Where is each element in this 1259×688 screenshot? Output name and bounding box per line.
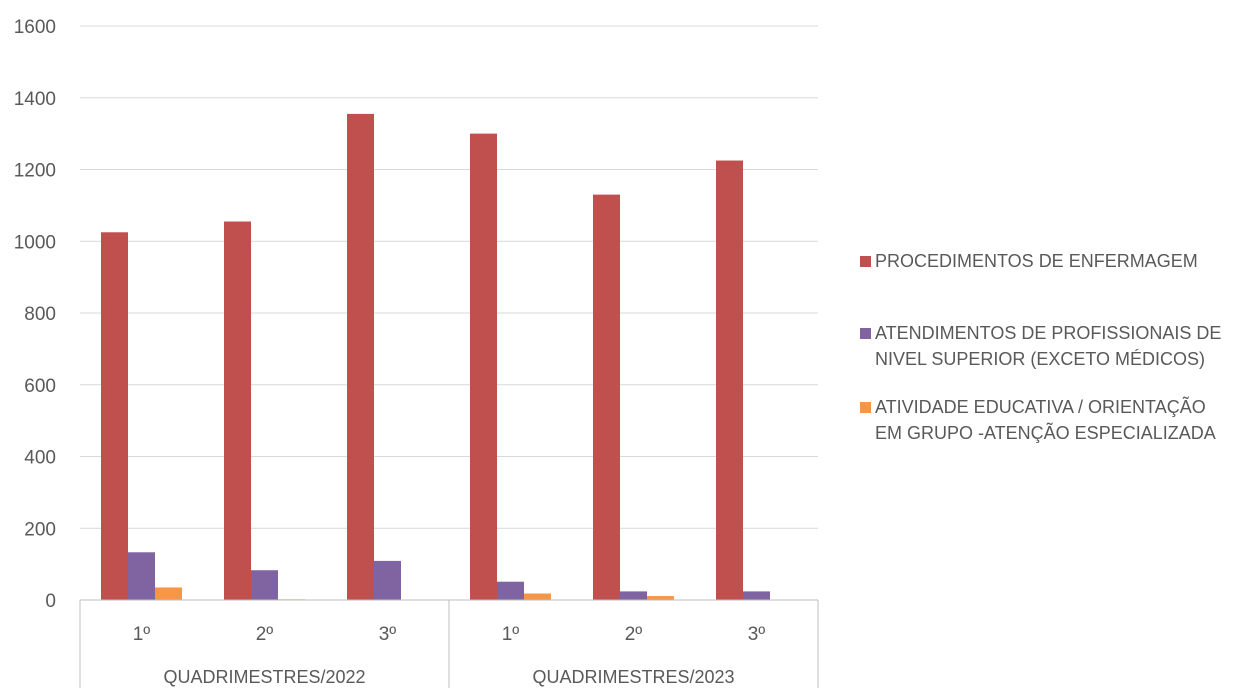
- bars: [101, 113, 770, 601]
- x-group-label: QUADRIMESTRES/2022: [163, 667, 365, 687]
- x-tick-label: 3º: [748, 624, 766, 645]
- bar-series-1-cat-6: [716, 160, 743, 600]
- bar-series-2-cat-6: [743, 591, 770, 600]
- y-tick-label: 800: [24, 304, 56, 325]
- x-tick-label: 1º: [133, 624, 151, 645]
- bar-series-1-cat-4: [470, 133, 497, 600]
- bar-series-2-cat-4: [497, 581, 524, 600]
- bar-series-1-cat-5: [593, 194, 620, 601]
- x-tick-label: 2º: [625, 624, 643, 645]
- x-tick-label: 1º: [502, 624, 520, 645]
- x-tick-label: 3º: [379, 624, 397, 645]
- grid-lines: [80, 25, 818, 529]
- axis-labels: 0 200 400 600 800 1000 1200 1400 1600 1º 2º 3º 1º 2º 3…: [14, 17, 766, 687]
- y-tick-label: 400: [24, 448, 56, 469]
- bar-series-1-cat-2: [224, 221, 251, 601]
- bar-series-2-cat-1: [128, 552, 155, 600]
- y-tick-label: 1600: [14, 17, 56, 38]
- bar-series-2-cat-5: [620, 591, 647, 600]
- legend: PROCEDIMENTOS DE ENFERMAGEM ATENDIMENTOS …: [860, 251, 1221, 443]
- bar-series-3-cat-5: [647, 596, 674, 600]
- y-tick-label: 0: [45, 591, 56, 612]
- bar-series-1-cat-3: [347, 113, 374, 601]
- legend-label: ATENDIMENTOS DE PROFISSIONAIS DE: [875, 323, 1221, 343]
- y-tick-label: 1000: [14, 232, 56, 253]
- legend-label: PROCEDIMENTOS DE ENFERMAGEM: [875, 251, 1198, 271]
- axes: [79, 599, 819, 688]
- y-tick-label: 1400: [14, 89, 56, 110]
- y-tick-label: 1200: [14, 161, 56, 182]
- bar-series-2-cat-3: [374, 560, 401, 600]
- x-tick-label: 2º: [256, 624, 274, 645]
- y-tick-label: 200: [24, 519, 56, 540]
- legend-swatch: [860, 256, 871, 267]
- legend-swatch: [860, 402, 871, 413]
- legend-label: NIVEL SUPERIOR (EXCETO MÉDICOS): [875, 349, 1205, 369]
- legend-swatch: [860, 328, 871, 339]
- bar-series-3-cat-4: [524, 593, 551, 600]
- legend-label: ATIVIDADE EDUCATIVA / ORIENTAÇÃO: [875, 396, 1206, 417]
- bar-series-1-cat-1: [101, 232, 128, 600]
- x-group-label: QUADRIMESTRES/2023: [532, 667, 734, 687]
- y-tick-label: 600: [24, 376, 56, 397]
- legend-label: EM GRUPO -ATENÇÃO ESPECIALIZADA: [875, 422, 1216, 443]
- bar-series-3-cat-1: [155, 587, 182, 600]
- bar-series-2-cat-2: [251, 570, 278, 600]
